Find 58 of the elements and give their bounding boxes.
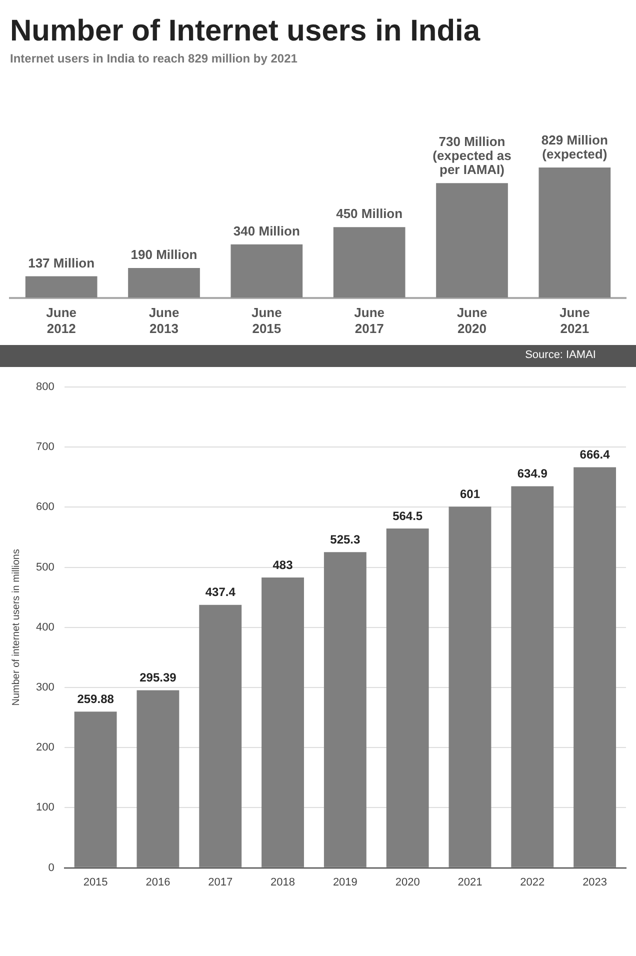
data-label: 137 Million <box>28 255 95 270</box>
data-label: 295.39 <box>140 670 177 685</box>
y-tick-label: 0 <box>48 862 54 874</box>
bar <box>74 712 117 868</box>
y-axis-title: Number of internet users in millions <box>10 549 22 706</box>
x-tick-label: June 2020 <box>456 305 488 336</box>
bar <box>25 276 98 298</box>
bar <box>436 183 508 298</box>
bar <box>448 506 492 868</box>
data-label: 340 Million <box>233 223 300 238</box>
x-tick-label: June 2017 <box>354 305 385 336</box>
chart-title: Number of Internet users in India <box>10 14 480 48</box>
data-label: 666.4 <box>580 448 610 462</box>
data-label: 829 Million (expected) <box>541 132 608 162</box>
data-label: 259.88 <box>77 692 114 706</box>
y-tick-label: 100 <box>36 802 54 814</box>
bar <box>136 690 180 868</box>
x-tick-label: 2016 <box>146 876 170 888</box>
bar <box>262 578 304 868</box>
bar <box>230 244 303 298</box>
bar <box>199 604 242 868</box>
x-tick-label: 2015 <box>83 876 108 888</box>
x-tick-label: 2023 <box>582 876 608 888</box>
y-tick-label: 700 <box>36 441 54 454</box>
bar <box>386 528 429 868</box>
y-tick-label: 500 <box>36 561 54 574</box>
y-tick-label: 200 <box>36 742 54 754</box>
x-tick-label: 2019 <box>332 876 358 888</box>
chart-subtitle: Internet users in India to reach 829 million by 2021 <box>10 52 298 66</box>
data-label: 483 <box>272 558 294 572</box>
bar <box>538 168 611 298</box>
data-label: 437.4 <box>205 585 236 600</box>
data-label: 564.5 <box>392 508 423 523</box>
data-label: 190 Million <box>130 247 198 262</box>
x-tick-label: June 2021 <box>559 305 590 336</box>
x-tick-label: June 2013 <box>148 305 180 336</box>
y-tick-label: 400 <box>36 621 54 634</box>
bar <box>128 268 200 298</box>
bar <box>511 486 554 868</box>
bar <box>574 467 616 868</box>
x-tick-label: 2020 <box>395 876 420 888</box>
x-tick-label: June 2015 <box>251 305 282 336</box>
data-label: 525.3 <box>330 532 361 546</box>
bar <box>333 227 406 298</box>
data-label: 601 <box>460 486 480 501</box>
bar <box>324 552 366 868</box>
x-tick-label: 2022 <box>520 876 545 888</box>
y-tick-label: 300 <box>36 682 54 694</box>
x-tick-label: 2017 <box>208 876 233 888</box>
source-note: Source: IAMAI <box>0 345 636 367</box>
data-label: 450 Million <box>336 206 403 222</box>
x-tick-label: June 2012 <box>46 305 77 336</box>
data-label: 634.9 <box>517 466 548 481</box>
data-label: 730 Million (expected as per IAMAI) <box>432 134 512 178</box>
y-tick-label: 600 <box>36 501 54 514</box>
x-tick-label: 2021 <box>458 876 482 888</box>
x-tick-label: 2018 <box>270 876 296 888</box>
y-tick-label: 800 <box>36 381 54 394</box>
